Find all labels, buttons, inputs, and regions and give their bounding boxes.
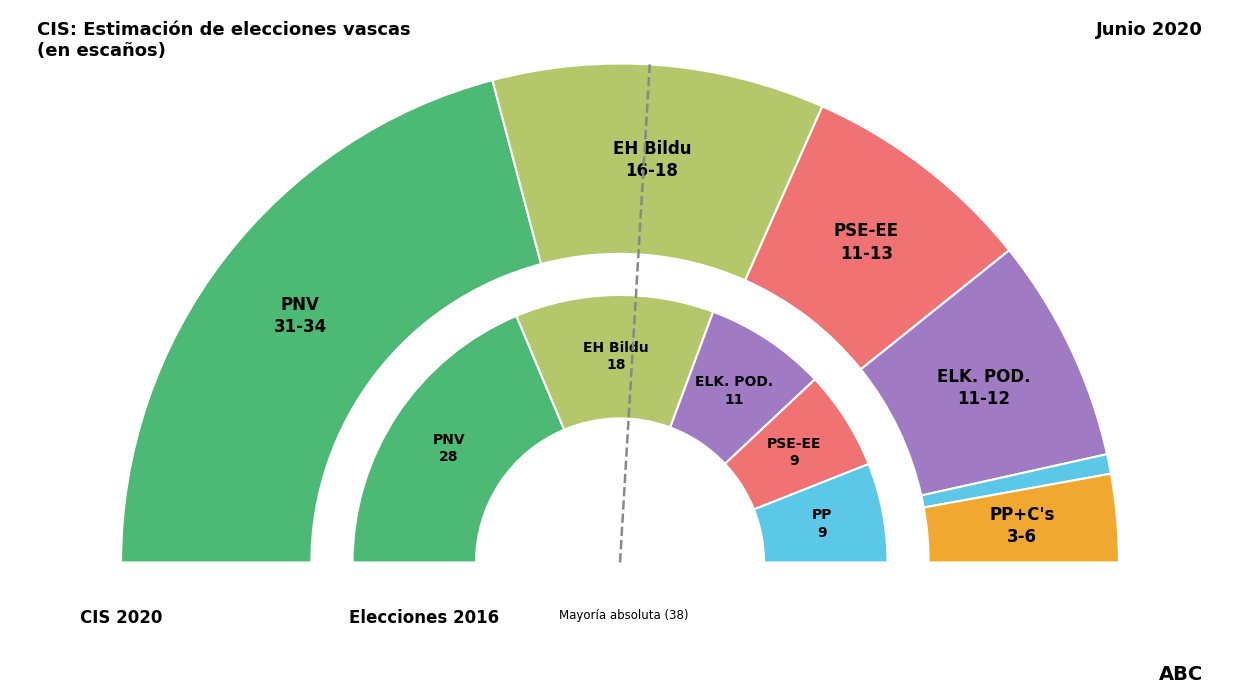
Wedge shape xyxy=(352,316,564,563)
Wedge shape xyxy=(670,312,815,464)
Text: CIS 2020: CIS 2020 xyxy=(79,609,162,627)
Text: EH Bildu
16-18: EH Bildu 16-18 xyxy=(613,140,692,180)
Text: ELK. POD.
11-12: ELK. POD. 11-12 xyxy=(937,368,1030,408)
Wedge shape xyxy=(492,64,822,281)
Text: CIS: Estimación de elecciones vascas
(en escaños): CIS: Estimación de elecciones vascas (en… xyxy=(37,21,410,60)
Text: Mayoría absoluta (38): Mayoría absoluta (38) xyxy=(559,609,688,622)
Text: ABC: ABC xyxy=(1158,665,1203,684)
Wedge shape xyxy=(745,106,1009,369)
Text: PP+C's
3-6: PP+C's 3-6 xyxy=(990,506,1055,547)
Text: Junio 2020: Junio 2020 xyxy=(1096,21,1203,39)
Wedge shape xyxy=(924,474,1118,563)
Text: ELK. POD.
11: ELK. POD. 11 xyxy=(694,376,773,407)
Wedge shape xyxy=(122,80,541,563)
Wedge shape xyxy=(921,454,1111,507)
Text: PSE-EE
11-13: PSE-EE 11-13 xyxy=(833,223,899,262)
Wedge shape xyxy=(754,464,888,563)
Text: PNV
31-34: PNV 31-34 xyxy=(274,296,326,336)
Text: PSE-EE
9: PSE-EE 9 xyxy=(766,436,821,468)
Text: Elecciones 2016: Elecciones 2016 xyxy=(350,609,500,627)
Wedge shape xyxy=(861,251,1107,496)
Wedge shape xyxy=(516,295,713,430)
Wedge shape xyxy=(725,380,869,510)
Text: PNV
28: PNV 28 xyxy=(433,433,465,464)
Text: PP
9: PP 9 xyxy=(812,508,832,540)
Text: EH Bildu
18: EH Bildu 18 xyxy=(583,341,649,373)
